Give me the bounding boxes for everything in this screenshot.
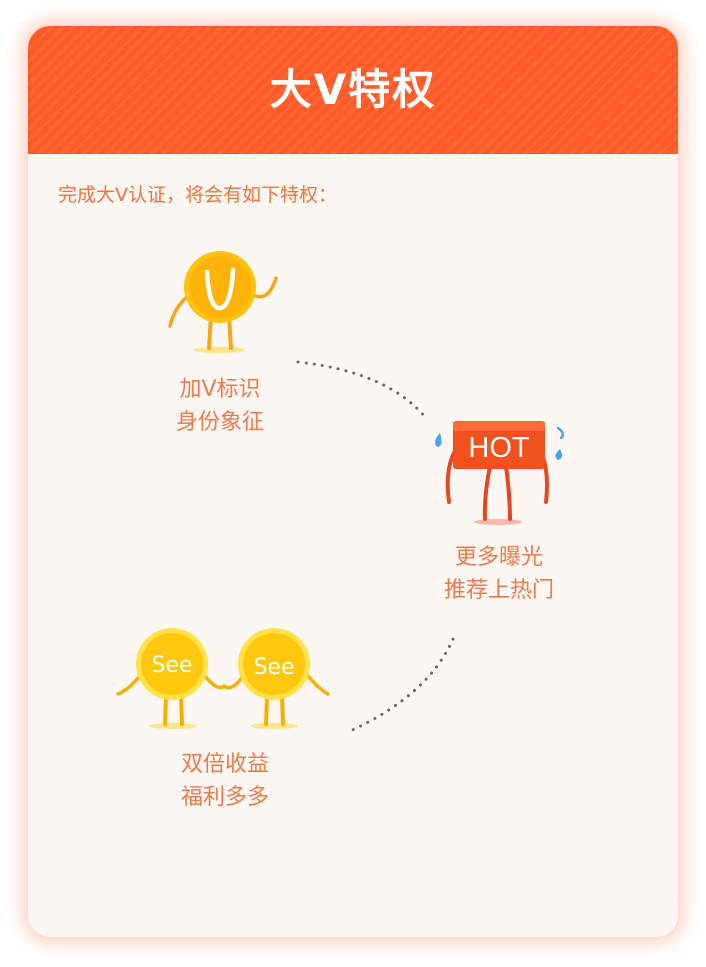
feature-exposure-line2: 推荐上热门 [443, 578, 554, 603]
page-title: 大V特权 [269, 65, 437, 114]
illustration-layer: HOT See See [116, 251, 565, 734]
dotted-connector-2 [346, 637, 455, 734]
feature-earnings-line1: 双倍收益 [180, 752, 269, 777]
feature-v-badge-line1: 加V标识 [179, 377, 261, 402]
coin-text-right: See [253, 655, 294, 680]
dotted-connector-1 [296, 360, 428, 420]
feature-earnings: 双倍收益 福利多多 [145, 748, 305, 814]
feature-exposure-line1: 更多曝光 [454, 545, 543, 570]
hot-sign-mascot-icon: HOT [435, 421, 565, 525]
v-badge-mascot-icon [168, 251, 278, 353]
coin-text-left: See [151, 653, 192, 678]
intro-text: 完成大V认证，将会有如下特权： [58, 184, 337, 206]
feature-v-badge-line2: 身份象征 [175, 410, 264, 435]
header-banner: 大V特权 [28, 26, 678, 154]
see-coins-mascot-icon: See See [116, 628, 330, 729]
feature-earnings-line2: 福利多多 [180, 785, 269, 810]
hot-sign-text: HOT [468, 432, 530, 464]
feature-exposure: 更多曝光 推荐上热门 [418, 541, 580, 607]
privilege-card: 大V特权 完成大V认证，将会有如下特权： HOT [28, 26, 678, 937]
feature-v-badge: 加V标识 身份象征 [140, 373, 300, 439]
